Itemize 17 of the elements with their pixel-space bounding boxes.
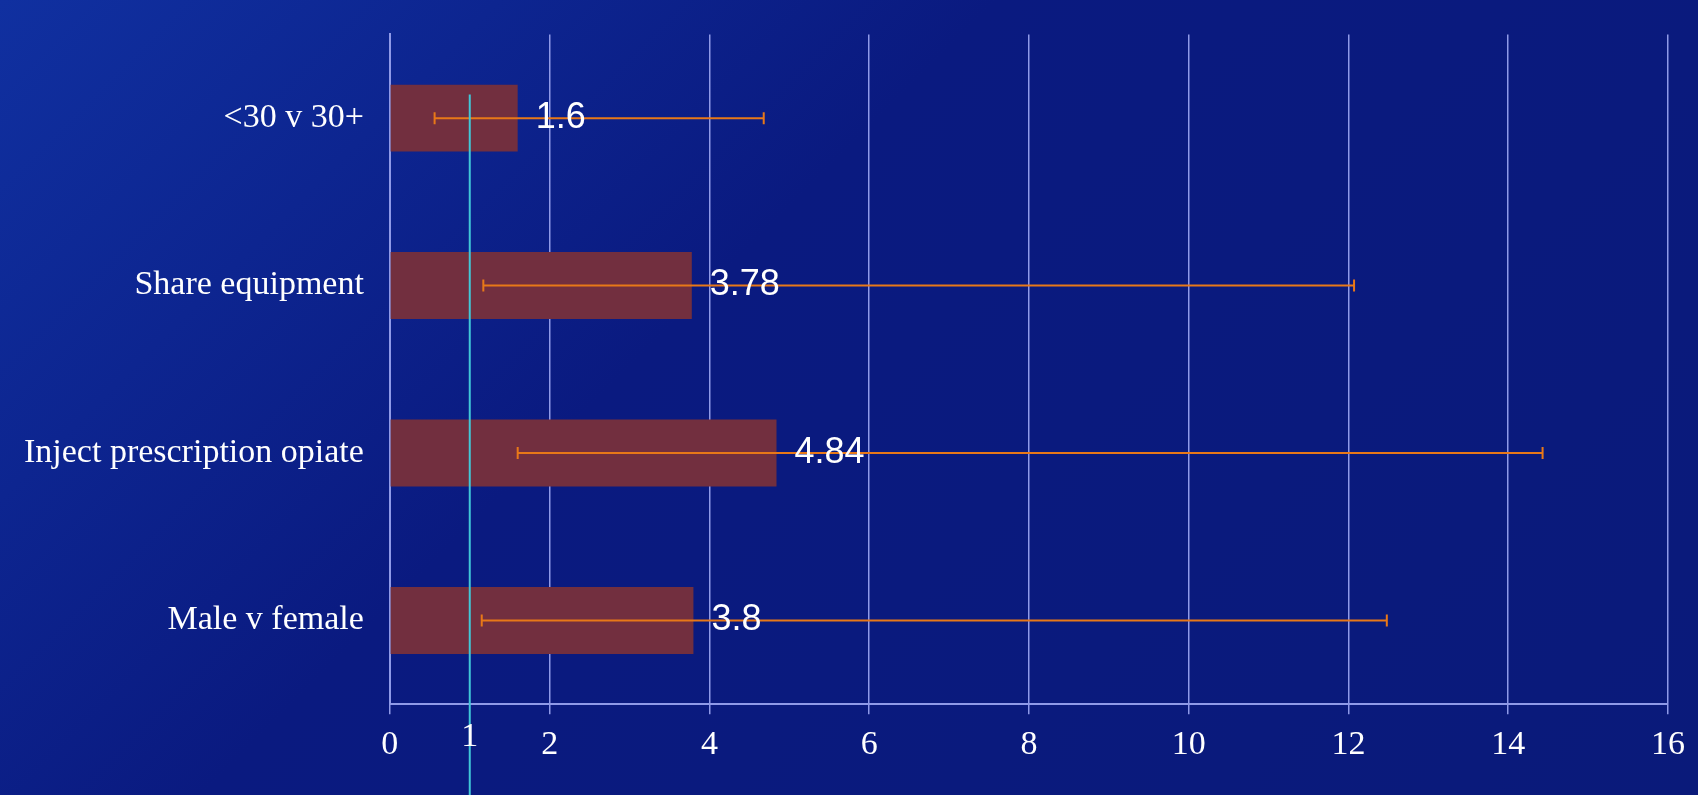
x-tick-label: 0: [381, 723, 399, 761]
y-tick-label: Inject prescription opiate: [23, 431, 364, 469]
x-tick-label: 6: [860, 723, 878, 761]
x-tick-label: 14: [1491, 723, 1526, 761]
y-tick-label: Share equipment: [134, 264, 365, 302]
x-tick-label: 10: [1171, 723, 1206, 761]
bar: [390, 586, 694, 654]
y-tick-label: Male v female: [167, 599, 364, 637]
bar: [390, 419, 777, 487]
x-tick-label: 2: [541, 723, 559, 761]
x-tick-label: 12: [1331, 723, 1366, 761]
x-tick-label: 16: [1651, 723, 1685, 761]
x-tick-label: 4: [700, 723, 718, 761]
y-tick-label: <30 v 30+: [223, 97, 364, 135]
bar: [390, 84, 518, 152]
bar: [390, 252, 692, 320]
x-tick-label: 8: [1020, 723, 1038, 761]
